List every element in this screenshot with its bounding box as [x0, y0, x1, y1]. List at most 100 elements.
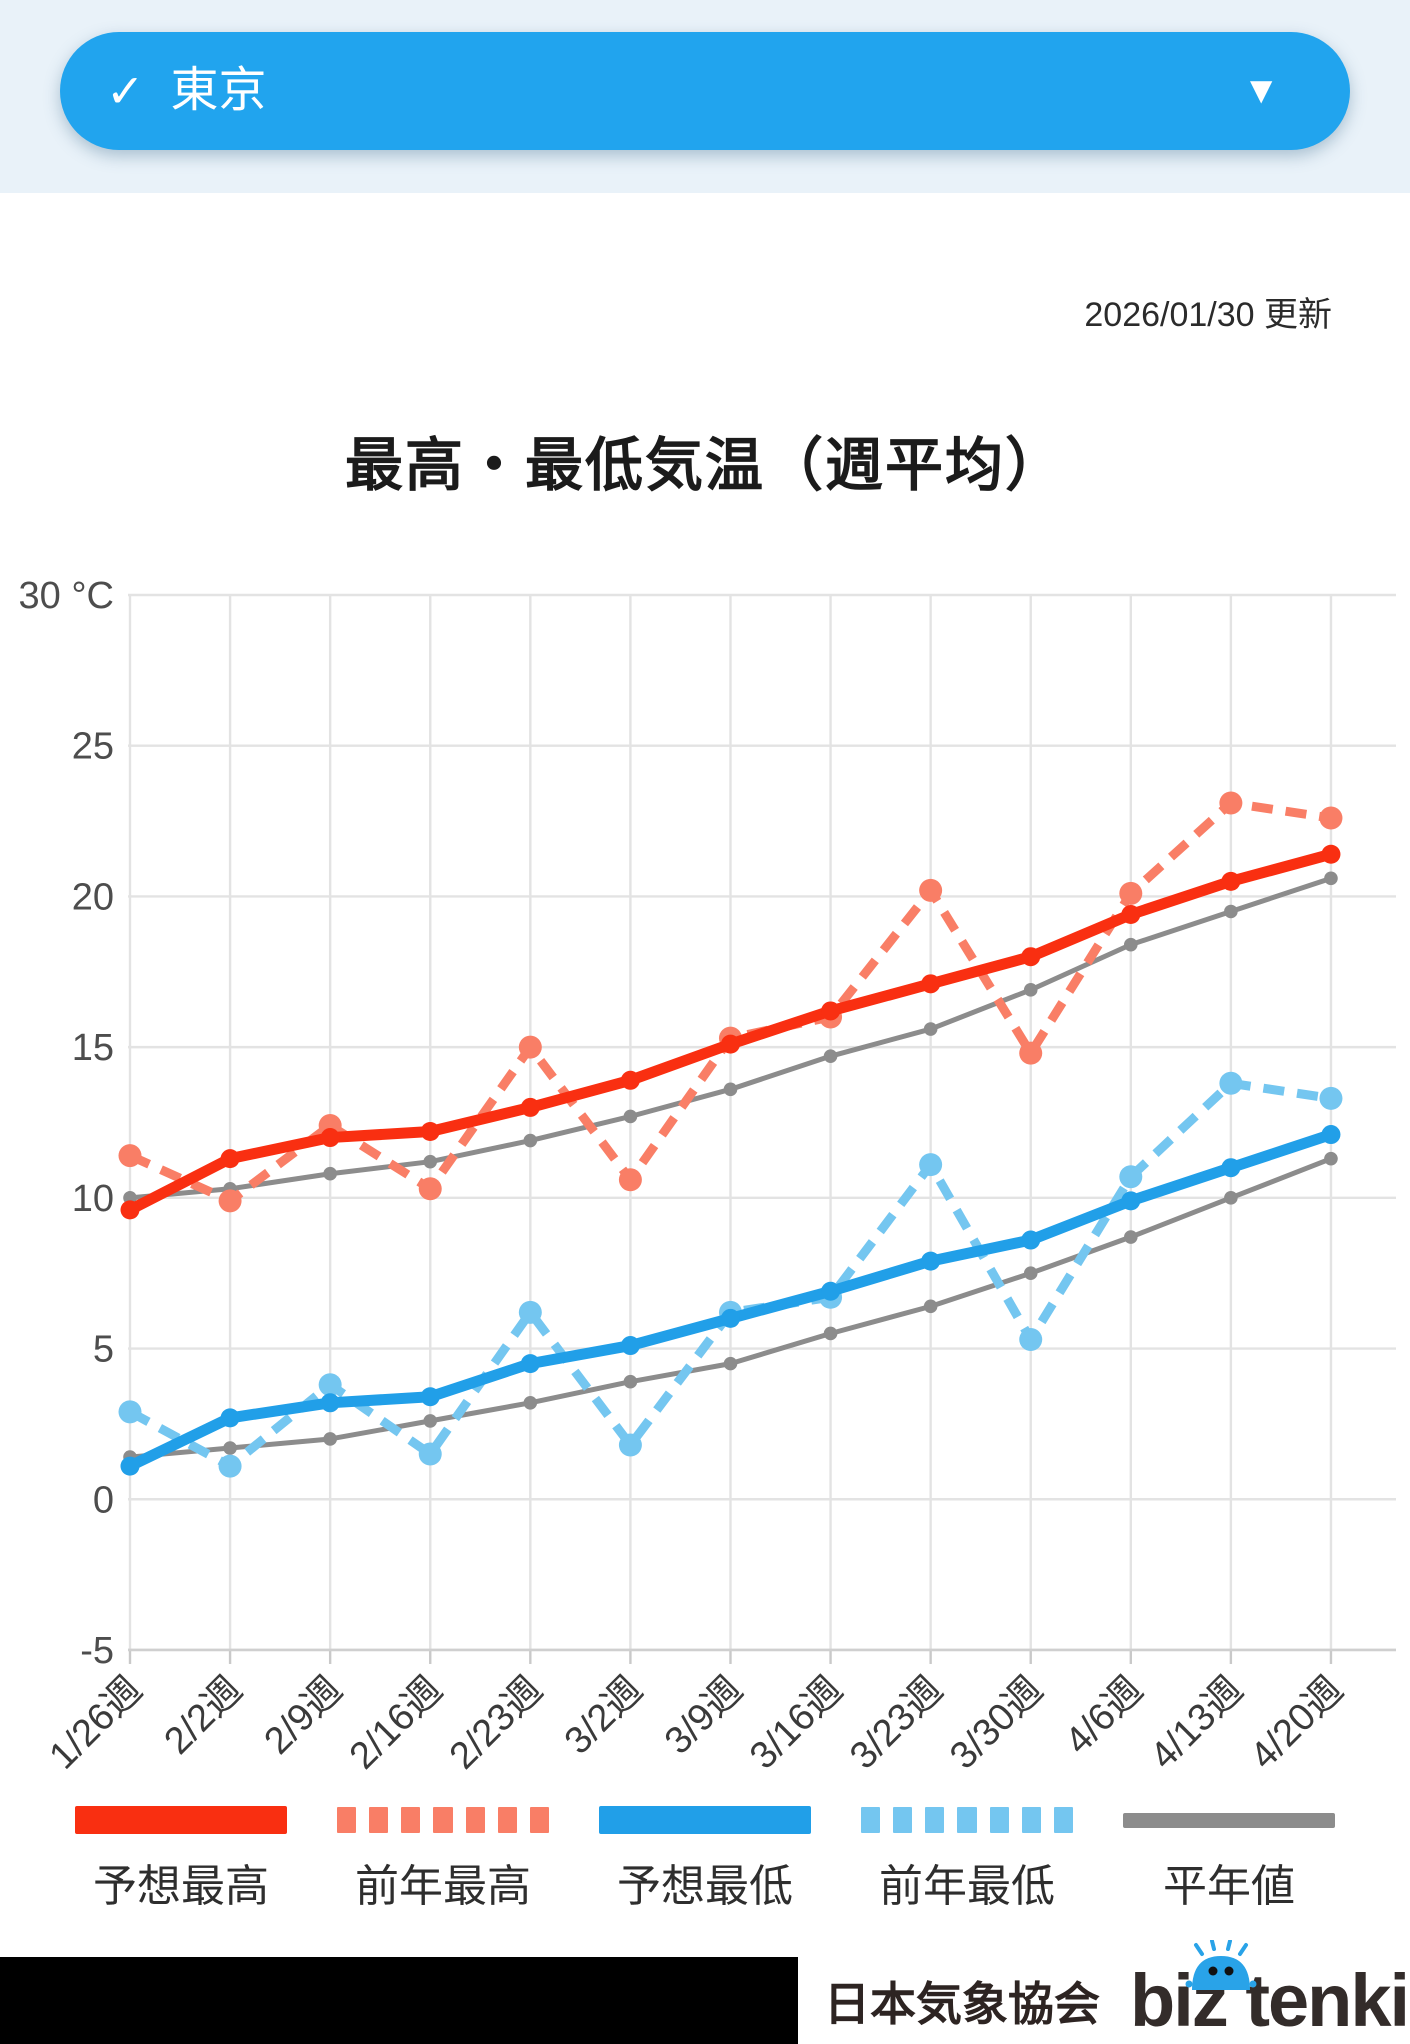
y-tick-label: 30 °C — [19, 575, 114, 617]
biztenki-label: biz tenki — [1130, 1958, 1410, 2042]
point-forecast-low — [620, 1336, 640, 1356]
x-tick-label: 3/9週 — [657, 1669, 751, 1763]
y-tick-label: 0 — [93, 1479, 114, 1521]
point-forecast-high — [1021, 947, 1041, 967]
x-tick-label: 2/23週 — [442, 1669, 551, 1778]
footer-logo: 日本気象協会 biz tenki — [798, 1938, 1410, 2044]
legend-item-lastyear-high: 前年最高 — [337, 1806, 549, 1914]
legend-label: 前年最高 — [355, 1862, 531, 1911]
y-tick-label: 5 — [93, 1329, 114, 1371]
point-forecast-low — [320, 1393, 340, 1413]
point-forecast-high — [120, 1200, 140, 1220]
legend-swatch-lastyear-low — [861, 1806, 1073, 1834]
point-normal-low — [223, 1441, 237, 1455]
x-tick-label: 2/2週 — [157, 1669, 251, 1763]
point-lastyear-low — [1219, 1071, 1243, 1095]
point-forecast-low — [520, 1354, 540, 1374]
legend-label: 予想最低 — [617, 1862, 793, 1911]
x-tick-label: 4/13週 — [1142, 1669, 1251, 1778]
point-normal-high — [323, 1166, 337, 1181]
point-forecast-low — [720, 1308, 740, 1328]
point-lastyear-low — [1119, 1165, 1143, 1189]
point-normal-low — [623, 1374, 638, 1389]
legend-item-forecast-high: 予想最高 — [75, 1806, 287, 1914]
point-forecast-low — [220, 1408, 240, 1428]
point-normal-low — [1124, 1230, 1138, 1244]
point-lastyear-low — [919, 1153, 943, 1177]
update-date: 2026/01/30 更新 — [1084, 296, 1332, 334]
point-normal-low — [1224, 1191, 1238, 1205]
point-normal-low — [1023, 1266, 1038, 1280]
point-normal-low — [823, 1326, 838, 1341]
check-icon: ✓ — [106, 65, 145, 117]
point-forecast-high — [220, 1149, 240, 1169]
point-lastyear-low — [1319, 1086, 1343, 1110]
point-forecast-low — [420, 1387, 440, 1407]
x-tick-label: 4/6週 — [1057, 1669, 1151, 1763]
point-forecast-high — [720, 1034, 740, 1054]
point-normal-high — [823, 1049, 838, 1063]
point-normal-high — [1124, 937, 1138, 952]
point-lastyear-low — [118, 1400, 142, 1424]
y-tick-label: 25 — [72, 726, 114, 768]
point-normal-low — [1324, 1151, 1338, 1166]
y-tick-label: 15 — [72, 1027, 114, 1069]
point-forecast-high — [821, 1001, 841, 1021]
y-tick-label: 10 — [72, 1178, 114, 1220]
point-lastyear-low — [218, 1454, 242, 1478]
point-lastyear-low — [518, 1300, 542, 1324]
legend-label: 前年最低 — [879, 1862, 1055, 1911]
jma-logo-text: 日本気象協会 — [824, 1977, 1100, 2030]
location-dropdown[interactable]: ✓ 東京 ▼ — [60, 32, 1350, 150]
legend-swatch-forecast-low — [599, 1806, 811, 1834]
point-lastyear-high — [118, 1144, 142, 1168]
point-lastyear-low — [618, 1433, 642, 1457]
legend-item-forecast-low: 予想最低 — [599, 1806, 811, 1914]
point-normal-low — [723, 1356, 738, 1371]
y-tick-label: 20 — [72, 876, 114, 918]
legend: 予想最高 前年最高 予想最低 前年最低 平年値 — [0, 1806, 1410, 1914]
point-forecast-high — [1221, 871, 1241, 891]
point-forecast-high — [620, 1070, 640, 1090]
point-lastyear-high — [1319, 806, 1343, 830]
point-forecast-low — [821, 1281, 841, 1301]
point-lastyear-high — [418, 1177, 442, 1201]
y-tick-label: -5 — [80, 1630, 114, 1672]
point-forecast-low — [1021, 1230, 1041, 1250]
point-normal-high — [423, 1154, 438, 1169]
point-normal-low — [523, 1396, 538, 1410]
point-lastyear-high — [618, 1168, 642, 1192]
legend-swatch-normal — [1123, 1806, 1335, 1834]
point-normal-high — [923, 1022, 938, 1036]
point-normal-high — [1224, 904, 1238, 919]
point-forecast-high — [1121, 905, 1141, 925]
x-tick-label: 4/20週 — [1242, 1669, 1351, 1778]
legend-label: 平年値 — [1163, 1862, 1295, 1911]
legend-swatch-forecast-high — [75, 1806, 287, 1834]
legend-swatch-lastyear-high — [337, 1806, 549, 1834]
point-forecast-high — [320, 1128, 340, 1148]
point-normal-high — [623, 1109, 638, 1124]
footer-black-bar — [0, 1957, 798, 2044]
series-normal-high — [123, 871, 1338, 1205]
point-forecast-low — [1321, 1125, 1341, 1145]
series-forecast-high — [120, 844, 1341, 1220]
x-tick-label: 1/26週 — [41, 1669, 150, 1778]
point-normal-low — [923, 1299, 938, 1314]
x-tick-label: 3/16週 — [742, 1669, 851, 1778]
x-tick-label: 3/2週 — [557, 1669, 651, 1763]
biztenki-wordmark: biz tenki — [1130, 1938, 1410, 2038]
point-forecast-low — [1221, 1158, 1241, 1178]
point-forecast-high — [420, 1122, 440, 1142]
x-tick-label: 2/9週 — [257, 1669, 351, 1763]
biztenki-mascot-icon — [1182, 1930, 1260, 1990]
point-lastyear-high — [1119, 881, 1143, 905]
point-forecast-low — [921, 1251, 941, 1271]
point-lastyear-high — [1219, 791, 1243, 815]
x-tick-label: 2/16週 — [342, 1669, 451, 1778]
temperature-chart: 30 °C 25 20 15 10 5 0 -51/26週 2/2週 2/9週2/16週2/23週… — [19, 575, 1396, 1778]
point-forecast-low — [120, 1456, 140, 1476]
point-forecast-low — [1121, 1191, 1141, 1211]
header-strip: ✓ 東京 ▼ — [0, 0, 1410, 193]
